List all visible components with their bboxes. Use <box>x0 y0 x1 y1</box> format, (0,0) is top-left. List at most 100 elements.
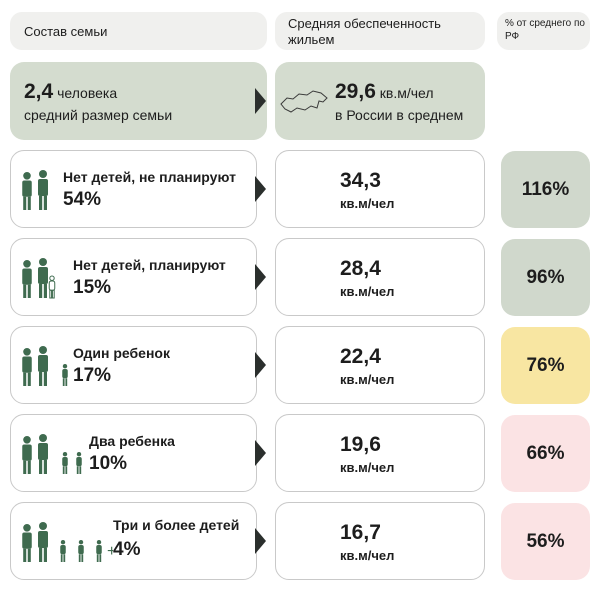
person-leg <box>23 196 27 210</box>
arrow <box>255 440 266 466</box>
person-head <box>39 258 47 266</box>
person-leg <box>96 554 99 562</box>
person-leg <box>43 460 47 474</box>
area-unit: кв.м/чел <box>340 284 395 299</box>
person-leg <box>39 548 43 562</box>
person-leg <box>78 554 81 562</box>
family-card: Один ребенок 17% <box>10 326 257 404</box>
header-cell: % от среднего по РФ <box>497 12 590 50</box>
area-value: 34,3 <box>340 169 381 192</box>
person-head <box>23 348 31 356</box>
person-head <box>78 540 84 545</box>
family-icon <box>22 434 82 474</box>
person-leg <box>27 372 31 386</box>
summary-area: 29,6 кв.м/чел в России в среднем <box>275 62 485 140</box>
person-leg <box>60 554 63 562</box>
person-leg <box>27 460 31 474</box>
family-label: Нет детей, не планируют <box>63 169 236 185</box>
area-card: 28,4 кв.м/чел <box>275 238 485 316</box>
person-head <box>23 436 31 444</box>
family-card: + Три и более детей 4% <box>10 502 257 580</box>
person-leg <box>27 196 31 210</box>
person-leg <box>49 289 53 299</box>
person-body <box>48 280 56 291</box>
person-head <box>96 540 102 545</box>
person-leg <box>39 372 43 386</box>
person-head <box>39 346 47 354</box>
person-head <box>39 522 47 530</box>
header-cell: Средняя обеспеченность жильем <box>275 12 485 50</box>
percent-card: 66% <box>501 415 590 492</box>
family-share: 4% <box>113 539 141 560</box>
family-share: 17% <box>73 365 112 386</box>
percent-value: 116% <box>521 178 570 200</box>
percent-card: 96% <box>501 239 590 316</box>
person-body <box>22 532 32 549</box>
person-head <box>62 364 68 369</box>
person-body <box>62 456 68 467</box>
family-size-label: средний размер семьи <box>24 107 173 123</box>
person-body <box>22 356 32 373</box>
area-label: в России в среднем <box>335 107 464 123</box>
russia-map <box>280 90 328 113</box>
area-value: 29,6 <box>335 80 376 103</box>
person-body <box>76 456 82 467</box>
family-icon <box>22 346 68 386</box>
person-leg <box>23 460 27 474</box>
area-value: 28,4 <box>340 257 381 280</box>
person-leg <box>43 284 47 298</box>
area-card: 22,4 кв.м/чел <box>275 326 485 404</box>
person-body <box>38 267 48 284</box>
person-head <box>23 524 31 532</box>
person-leg <box>23 372 27 386</box>
arrow <box>255 264 266 290</box>
area-value: 22,4 <box>340 345 381 368</box>
header-cell: Состав семьи <box>10 12 267 50</box>
area-card: 16,7 кв.м/чел <box>275 502 485 580</box>
person-leg <box>43 372 47 386</box>
family-icon <box>22 258 56 299</box>
person-body <box>60 544 66 555</box>
arrow <box>255 352 266 378</box>
percent-card: 56% <box>501 503 590 580</box>
person-leg <box>43 548 47 562</box>
family-size: 2,4 <box>24 80 54 103</box>
person-leg <box>62 466 65 474</box>
person-leg <box>63 554 66 562</box>
person-leg <box>27 548 31 562</box>
area-unit: кв.м/чел <box>340 460 395 475</box>
area-unit: кв.м/чел <box>340 548 395 563</box>
percent-value: 76% <box>526 354 565 376</box>
family-size-unit: человека <box>57 85 118 101</box>
person-leg <box>43 196 47 210</box>
person-head <box>39 170 47 178</box>
family-label: Два ребенка <box>89 433 175 449</box>
person-leg <box>23 548 27 562</box>
person-body <box>22 444 32 461</box>
person-body <box>38 179 48 196</box>
person-head <box>23 260 31 268</box>
person-body <box>78 544 84 555</box>
person-leg <box>81 554 84 562</box>
person-leg <box>27 284 31 298</box>
family-card: Нет детей, планируют 15% <box>10 238 257 316</box>
person-body <box>38 355 48 372</box>
person-head <box>76 452 82 457</box>
person-leg <box>65 378 68 386</box>
person-head <box>39 434 47 442</box>
header-text: % от среднего по РФ <box>505 18 585 42</box>
person-body <box>96 544 102 555</box>
family-share: 54% <box>63 189 102 210</box>
person-body <box>22 268 32 285</box>
person-head <box>60 540 66 545</box>
person-body <box>38 531 48 548</box>
percent-card: 116% <box>501 151 590 228</box>
arrow <box>255 176 266 202</box>
person-leg <box>39 460 43 474</box>
person-head <box>23 172 31 180</box>
header-text: Средняя обеспеченность жильем <box>288 16 441 47</box>
area-unit: кв.м/чел <box>340 372 395 387</box>
arrow <box>255 88 266 114</box>
arrow <box>255 528 266 554</box>
person-body <box>62 368 68 379</box>
